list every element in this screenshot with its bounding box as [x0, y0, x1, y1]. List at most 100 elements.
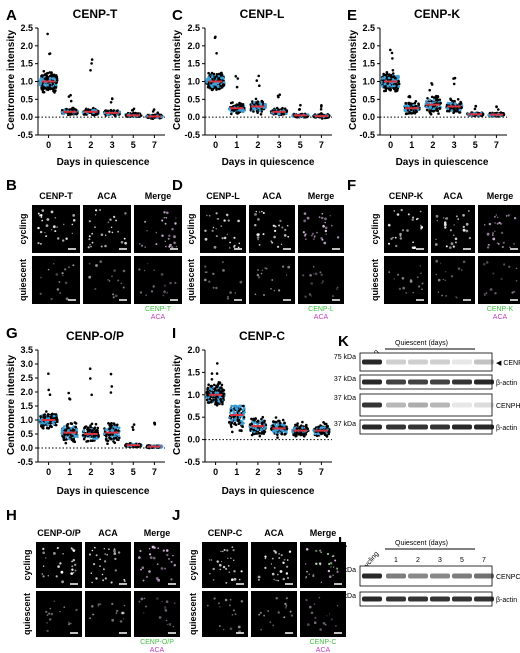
- blot-band: [474, 379, 494, 385]
- fluorescent-spot: [462, 228, 466, 232]
- fluorescent-spot: [508, 265, 511, 268]
- fluorescent-spot: [138, 268, 141, 271]
- data-point: [56, 420, 59, 424]
- fluorescent-spot: [401, 229, 405, 232]
- y-tick-label: 0.0: [187, 112, 200, 122]
- fluorescent-spot: [237, 246, 240, 249]
- fluorescent-spot: [161, 234, 164, 237]
- panel-label: B: [6, 177, 17, 194]
- data-point: [54, 413, 58, 416]
- fluorescent-spot: [278, 553, 280, 555]
- data-point: [47, 388, 50, 392]
- y-tick-label: 1.5: [187, 59, 200, 69]
- fluorescent-spot: [102, 579, 105, 582]
- fluorescent-spot: [237, 625, 241, 629]
- data-point: [207, 85, 211, 88]
- y-tick-label: 1.5: [20, 59, 33, 69]
- fluorescent-spot: [450, 242, 454, 246]
- panel-e-title: CENP-K: [414, 7, 460, 21]
- x-tick-label: 2: [255, 140, 260, 150]
- fluorescent-spot: [111, 231, 114, 234]
- fluorescent-spot: [62, 553, 64, 555]
- fluorescent-spot: [114, 569, 117, 572]
- blot-band: [430, 424, 450, 430]
- data-point: [69, 113, 72, 116]
- fluorescent-spot: [287, 265, 291, 269]
- data-point: [73, 440, 77, 444]
- fluorescent-spot: [138, 556, 141, 559]
- data-point: [395, 75, 399, 78]
- fluorescent-spot: [106, 553, 109, 556]
- fluorescent-spot: [256, 273, 260, 277]
- fluorescent-spot: [485, 292, 488, 294]
- column-label: CENP-C: [208, 528, 243, 538]
- fluorescent-spot: [170, 244, 172, 246]
- fluorescent-spot: [71, 223, 74, 226]
- fluorescent-spot: [277, 573, 279, 576]
- data-point: [233, 404, 237, 408]
- data-point: [214, 389, 218, 392]
- fluorescent-spot: [286, 224, 289, 227]
- fluorescent-spot: [257, 578, 260, 581]
- legend-green: CENP-K: [487, 306, 514, 313]
- data-point: [65, 438, 68, 441]
- fluorescent-spot: [269, 621, 272, 624]
- fluorescent-spot: [322, 280, 324, 283]
- fluorescent-spot: [102, 568, 105, 571]
- data-point: [250, 427, 253, 431]
- y-tick-label: 0.0: [20, 112, 33, 122]
- fluorescent-spot: [156, 597, 159, 600]
- data-point: [92, 113, 96, 117]
- panel-g-title: CENP-O/P: [66, 329, 124, 343]
- fluorescent-spot: [163, 211, 166, 214]
- fluorescent-spot: [68, 266, 70, 268]
- panel-c-title: CENP-L: [240, 7, 285, 21]
- fluorescent-spot: [398, 287, 402, 291]
- fluorescent-spot: [153, 269, 155, 272]
- fluorescent-spot: [171, 228, 174, 231]
- data-point: [52, 414, 56, 418]
- data-point: [237, 418, 241, 422]
- fluorescent-spot: [50, 612, 54, 616]
- fluorescent-spot: [219, 563, 222, 567]
- fluorescent-spot: [41, 219, 43, 222]
- data-point: [97, 435, 100, 438]
- micrograph: [431, 256, 475, 304]
- fluorescent-spot: [229, 291, 232, 294]
- x-tick-label: 2: [88, 467, 93, 477]
- blot-band: [452, 573, 472, 579]
- fluorescent-spot: [223, 219, 226, 222]
- data-point: [106, 442, 109, 446]
- fluorescent-spot: [70, 572, 73, 575]
- fluorescent-spot: [257, 268, 260, 272]
- fluorescent-spot: [175, 217, 177, 219]
- data-point: [414, 100, 418, 103]
- fluorescent-spot: [120, 282, 123, 285]
- fluorescent-spot: [167, 237, 170, 240]
- data-point: [384, 89, 388, 93]
- fluorescent-spot: [238, 578, 241, 581]
- fluorescent-spot: [155, 243, 158, 246]
- fluorescent-spot: [140, 597, 144, 601]
- data-point: [387, 76, 391, 80]
- micrograph: [200, 256, 246, 304]
- x-tick-label: 5: [473, 140, 478, 150]
- fluorescent-spot: [255, 210, 257, 213]
- fluorescent-spot: [158, 579, 160, 581]
- data-point: [285, 112, 288, 116]
- fluorescent-spot: [324, 217, 327, 221]
- data-point: [449, 97, 452, 101]
- fluorescent-spot: [46, 622, 48, 624]
- data-point: [91, 439, 94, 443]
- fluorescent-spot: [312, 273, 315, 275]
- fluorescent-spot: [312, 574, 315, 578]
- data-point: [264, 425, 268, 429]
- fluorescent-spot: [233, 577, 237, 581]
- y-tick-label: 0.0: [20, 443, 33, 453]
- fluorescent-spot: [302, 274, 305, 277]
- fluorescent-spot: [264, 557, 267, 560]
- data-point: [211, 88, 215, 91]
- fluorescent-spot: [256, 236, 260, 239]
- fluorescent-spot: [47, 268, 50, 271]
- data-point: [439, 101, 443, 105]
